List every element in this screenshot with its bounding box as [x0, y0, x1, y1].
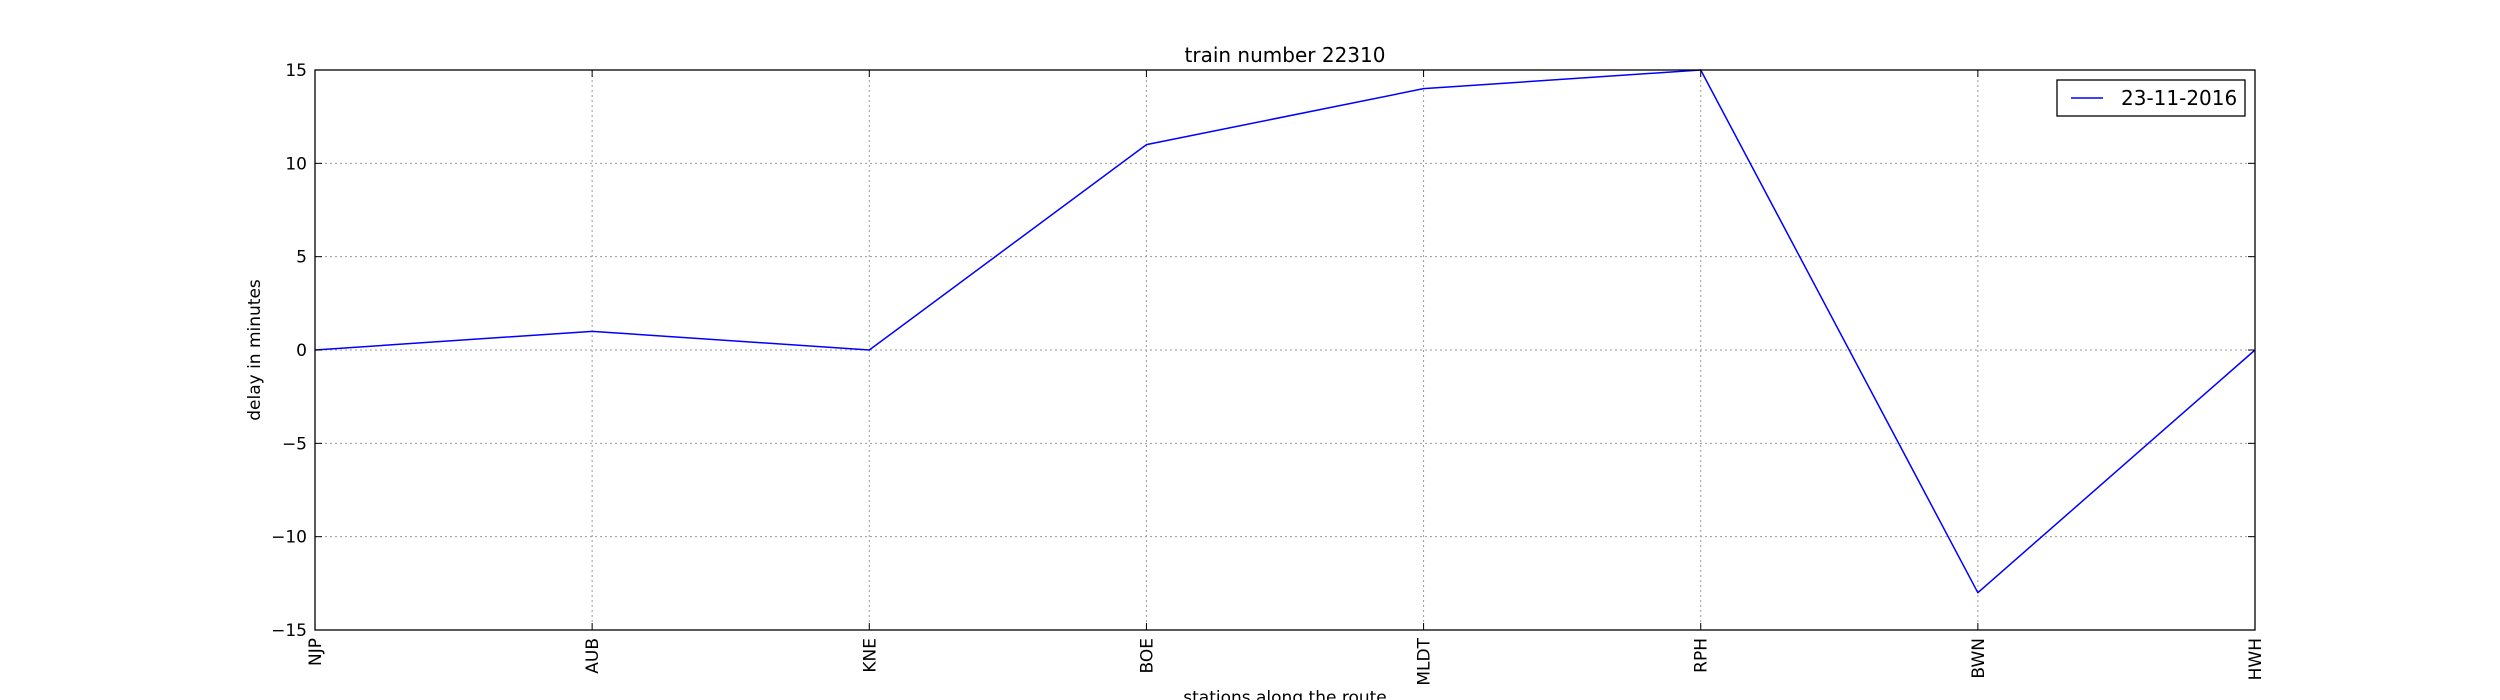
y-tick-label: −5 [282, 434, 307, 454]
x-tick-label: HWH [2246, 638, 2266, 680]
x-tick-label: NJP [306, 638, 326, 666]
x-tick-label: RPH [1692, 638, 1712, 673]
y-tick-label: −15 [271, 621, 307, 641]
y-tick-label: 5 [296, 248, 307, 268]
chart-title: train number 22310 [1185, 43, 1386, 67]
x-tick-label: AUB [583, 638, 603, 674]
x-tick-label: KNE [860, 638, 880, 673]
y-axis-label: delay in minutes [245, 279, 265, 421]
x-tick-label: BWN [1969, 638, 1989, 679]
y-tick-label: 0 [296, 341, 307, 361]
legend-label: 23-11-2016 [2121, 86, 2237, 110]
y-tick-label: 15 [285, 61, 307, 81]
x-tick-label: BOE [1137, 638, 1157, 674]
ticks [314, 69, 2256, 631]
y-tick-label: 10 [285, 154, 307, 174]
legend: 23-11-2016 [2056, 79, 2246, 117]
series-layer [314, 69, 2256, 594]
x-tick-label: MLDT [1415, 637, 1435, 685]
x-tick-labels: NJP AUB KNE BOE MLDT RPH BWN HWH [306, 637, 2266, 685]
y-tick-labels: −15 −10 −5 0 5 10 15 [271, 61, 307, 641]
x-axis-label: stations along the route [1183, 688, 1387, 700]
series-line [314, 69, 2256, 594]
y-tick-label: −10 [271, 528, 307, 548]
